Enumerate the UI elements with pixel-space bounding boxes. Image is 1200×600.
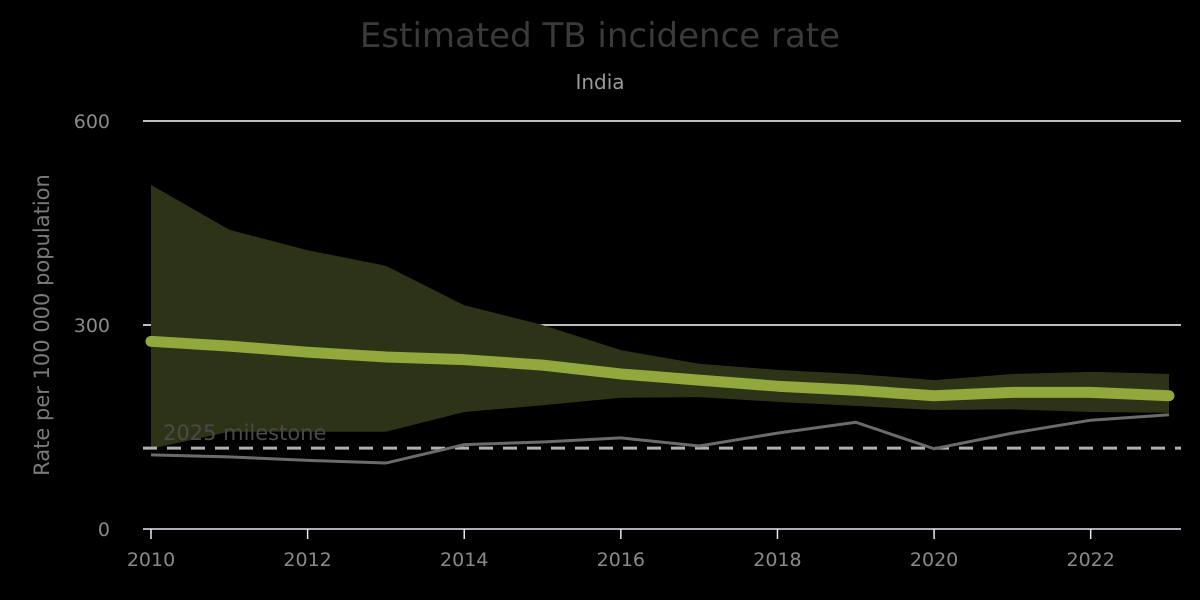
chart-title: Estimated TB incidence rate [360, 16, 840, 56]
y-axis-label: Rate per 100 000 population [30, 174, 54, 476]
notifications-line [150, 413, 1170, 465]
y-tick-label: 300 [74, 315, 110, 337]
x-tick-label: 2014 [440, 549, 488, 571]
y-tick-label: 0 [98, 519, 110, 541]
x-tick-label: 2020 [910, 549, 958, 571]
x-tick-label: 2022 [1067, 549, 1115, 571]
incidence-line [145, 335, 1175, 402]
milestone-label: 2025 milestone [163, 421, 326, 445]
chart-subtitle: India [575, 70, 624, 94]
x-tick-label: 2018 [753, 549, 801, 571]
x-tick-label: 2010 [127, 549, 175, 571]
uncertainty-band [151, 184, 1169, 449]
y-tick-label: 600 [74, 111, 110, 133]
x-tick-label: 2012 [283, 549, 331, 571]
x-tick-label: 2016 [597, 549, 645, 571]
